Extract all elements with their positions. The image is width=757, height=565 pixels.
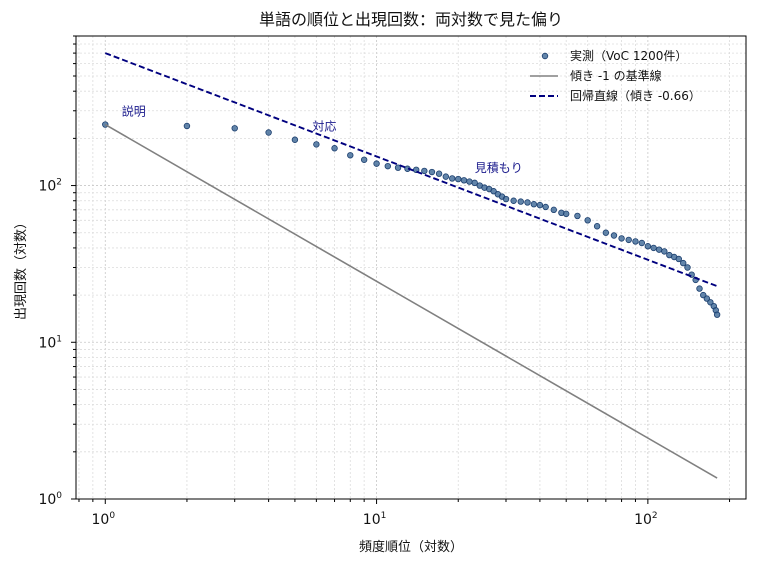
data-point (448, 175, 456, 182)
legend-label: 傾き -1 の基準線 (570, 68, 662, 83)
data-point (360, 156, 368, 163)
data-point (428, 168, 436, 176)
data-point (638, 239, 646, 247)
x-tick-label: 100 (91, 511, 115, 528)
data-point (661, 248, 668, 255)
data-point (680, 259, 687, 267)
data-point (644, 243, 652, 250)
data-point (435, 170, 443, 177)
data-point (347, 152, 354, 159)
data-point (331, 145, 338, 152)
data-point (593, 223, 601, 230)
axis-ticks: 100 101 102 100 101 102 (38, 35, 731, 528)
data-point (684, 264, 691, 271)
data-point (517, 198, 524, 205)
y-axis-label: 出現回数（対数） (14, 216, 29, 320)
data-point (490, 188, 497, 195)
data-point (231, 125, 238, 132)
annotation-label: 説明 (122, 103, 146, 118)
y-tick-label: 102 (38, 178, 62, 195)
data-point (530, 201, 538, 208)
legend-label: 回帰直線（傾き -0.66） (570, 88, 701, 103)
data-point (291, 136, 299, 143)
data-point (562, 210, 570, 218)
data-point (384, 162, 391, 170)
data-point (510, 197, 517, 204)
data-point (632, 238, 639, 245)
data-point (625, 236, 632, 244)
annotation-label: 対応 (312, 119, 336, 133)
data-point (460, 177, 468, 184)
reference-line (104, 123, 718, 479)
data-point (574, 212, 581, 220)
data-point (713, 311, 721, 318)
data-point (442, 173, 450, 180)
data-point (675, 255, 682, 263)
data-point (536, 201, 544, 209)
data-point (707, 299, 714, 306)
chart-title: 単語の順位と出現回数：両対数で見た偏り (259, 10, 563, 29)
data-point (524, 199, 531, 206)
series-layer (102, 52, 721, 479)
data-point (602, 229, 610, 236)
regression-line (104, 52, 718, 288)
data-point (455, 175, 462, 183)
data-point (466, 178, 473, 185)
data-point (610, 232, 618, 239)
x-tick-label: 101 (363, 511, 387, 528)
data-point (502, 195, 510, 203)
data-point (655, 246, 663, 253)
data-point (618, 235, 625, 242)
annotation-label: 見積もり (475, 160, 523, 175)
data-point (394, 164, 402, 171)
data-point (542, 203, 549, 211)
y-tick-label: 100 (38, 491, 62, 508)
data-point (265, 129, 272, 136)
data-point (584, 217, 591, 224)
legend-label: 実測（VoC 1200件） (570, 48, 687, 63)
x-tick-label: 102 (634, 511, 658, 528)
data-point (183, 122, 191, 130)
grid (76, 35, 746, 500)
data-point (650, 244, 657, 252)
data-point (550, 206, 557, 214)
y-tick-label: 101 (38, 334, 62, 351)
data-point (313, 141, 320, 148)
legend-marker (541, 52, 549, 60)
data-point (471, 179, 478, 187)
data-point (421, 167, 428, 175)
data-point (696, 285, 703, 292)
x-axis-label: 頻度順位（対数） (359, 539, 463, 555)
data-point (373, 160, 380, 167)
